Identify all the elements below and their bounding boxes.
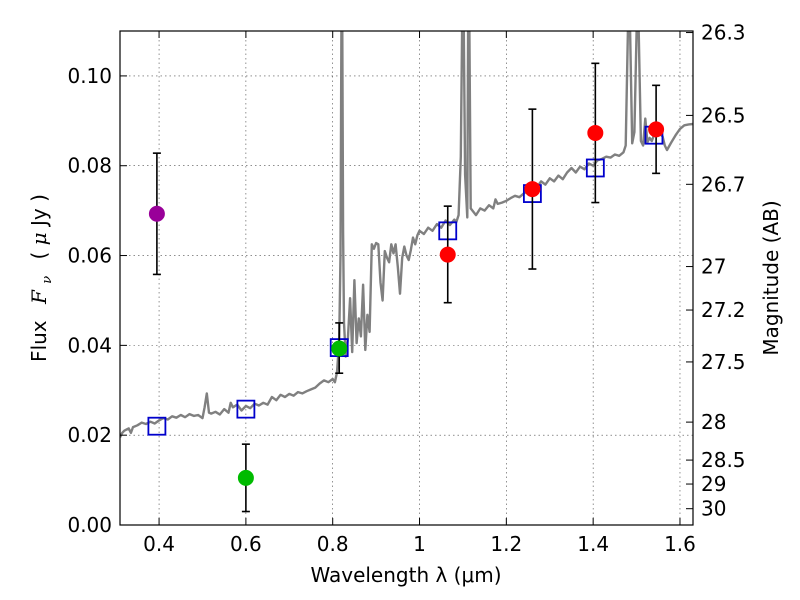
observed-point xyxy=(648,121,665,138)
mag-tick-label: 28 xyxy=(701,410,726,434)
y-tick-label: 0.10 xyxy=(67,64,112,88)
x-tick-label: 1.4 xyxy=(577,532,609,556)
grid xyxy=(120,31,693,525)
mag-tick-label: 26.5 xyxy=(701,103,746,127)
spectrum-line xyxy=(120,31,693,438)
mag-tick-label: 27.2 xyxy=(701,298,746,322)
x-tick-label: 0.4 xyxy=(143,532,175,556)
y-tick-label: 0.08 xyxy=(67,154,112,178)
observed-point xyxy=(439,246,456,263)
x-tick-label: 0.8 xyxy=(317,532,349,556)
x-tick-label: 0.6 xyxy=(230,532,262,556)
y-axis-label-right: Magnitude (AB) xyxy=(759,200,783,355)
model-photometry-box xyxy=(147,416,167,436)
y-label-symbol: F xyxy=(27,289,51,305)
observed-point xyxy=(148,205,165,222)
mag-tick-label: 30 xyxy=(701,497,726,521)
y-tick-label: 0.02 xyxy=(67,423,112,447)
y-label-text: Flux xyxy=(27,320,51,362)
mag-tick-label: 26.3 xyxy=(701,21,746,45)
y-tick-label: 0.00 xyxy=(67,513,112,537)
observed-point xyxy=(237,469,254,486)
y-label-symbol-sub: ν xyxy=(40,276,55,284)
x-tick-label: 1.6 xyxy=(664,532,696,556)
mag-tick-label: 28.5 xyxy=(701,448,746,472)
observed-point xyxy=(524,181,541,198)
x-tick-label: 1 xyxy=(413,532,426,556)
mag-tick-label: 29 xyxy=(701,472,726,496)
mag-tick-label: 26.7 xyxy=(701,172,746,196)
y-tick-label: 0.06 xyxy=(67,244,112,268)
y-tick-label: 0.04 xyxy=(67,333,112,357)
mag-tick-label: 27 xyxy=(701,255,726,279)
ticks: 0.4 0.6 0.8 1 1.2 1.4 1.6 0.00 0.02 0.04 0.06 0.08 0… xyxy=(67,21,745,556)
observed-point xyxy=(331,340,348,357)
plot-area xyxy=(120,31,693,513)
model-photometry-box xyxy=(236,399,256,419)
y-label-unit-mu: μ xyxy=(27,232,51,245)
x-tick-label: 1.2 xyxy=(490,532,522,556)
y-axis-label-left: Flux F ν ( μ Jy ) xyxy=(27,194,56,362)
observed-point xyxy=(587,124,604,141)
y-label-unit-open: ( xyxy=(27,245,51,259)
plot-frame xyxy=(119,30,694,526)
mag-tick-label: 27.5 xyxy=(701,350,746,374)
y-label-unit-rest: Jy ) xyxy=(27,194,51,228)
x-axis-label: Wavelength λ (μm) xyxy=(310,563,501,587)
